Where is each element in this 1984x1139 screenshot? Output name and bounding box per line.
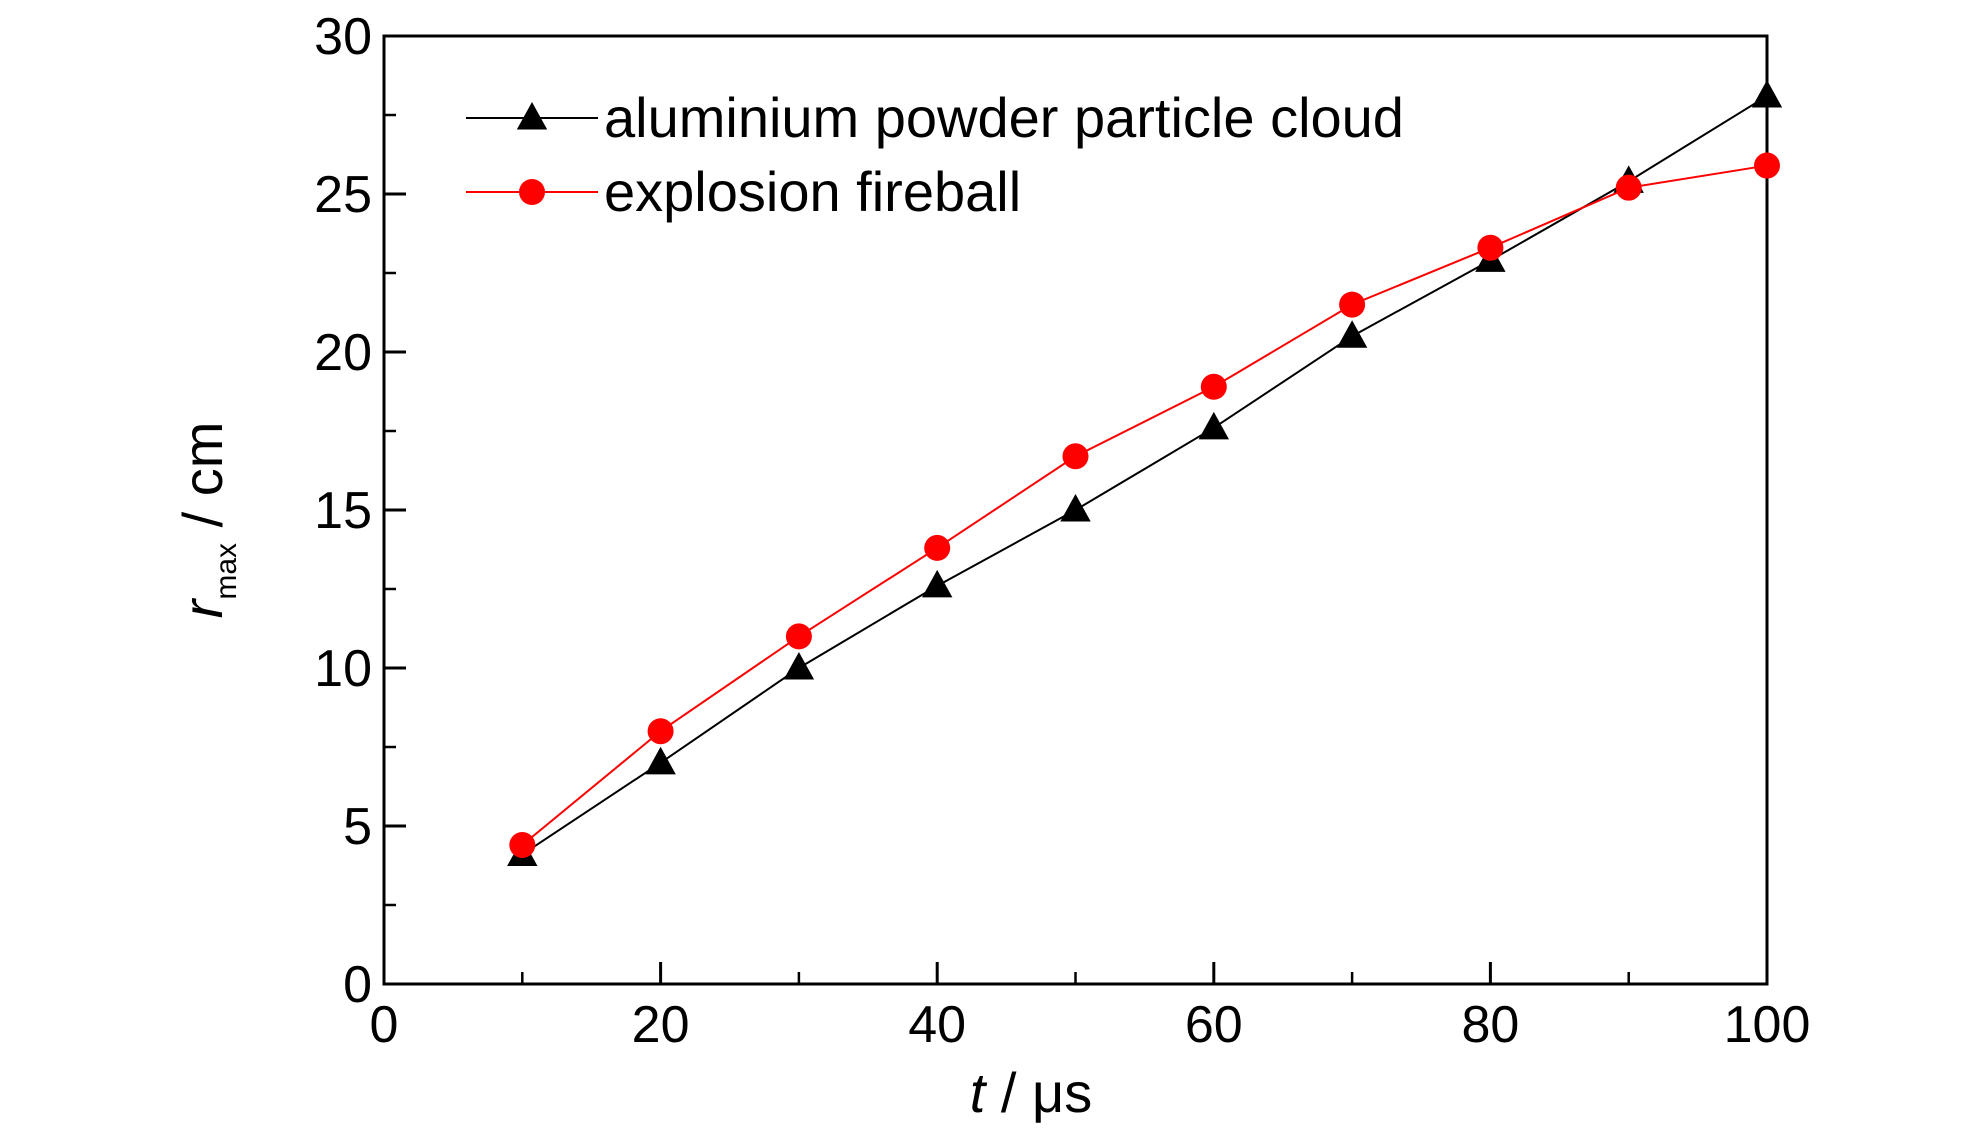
y-tick-labels: 0 5 10 15 20 25 30 xyxy=(314,8,372,1014)
data-point xyxy=(1062,443,1089,470)
x-tick-label: 20 xyxy=(632,996,690,1054)
y-tick-label: 0 xyxy=(343,956,372,1014)
plot-frame xyxy=(382,34,1769,986)
y-axis-variable: r xyxy=(171,597,234,618)
y-axis-unit: / cm xyxy=(171,422,234,543)
legend-entry-1: aluminium powder particle cloud xyxy=(466,86,1404,149)
data-point xyxy=(924,534,951,561)
data-point xyxy=(509,831,536,858)
series-line xyxy=(521,95,1768,856)
series-line xyxy=(521,164,1768,846)
legend: aluminium powder particle cloud explosion… xyxy=(466,86,1404,223)
x-tick-labels: 0 20 40 60 80 100 xyxy=(370,996,1811,1054)
series-2 xyxy=(509,152,1780,858)
data-point xyxy=(785,623,812,650)
x-tick-label: 0 xyxy=(370,996,399,1054)
data-point xyxy=(1200,373,1227,400)
data-point xyxy=(1751,80,1783,108)
y-tick-label: 25 xyxy=(314,166,372,224)
series-layer xyxy=(507,80,1783,866)
y-tick-label: 20 xyxy=(314,324,372,382)
y-axis-title: rmax / cm xyxy=(171,422,243,619)
legend-entry-2: explosion fireball xyxy=(466,160,1021,223)
data-point xyxy=(922,569,953,598)
data-point xyxy=(1060,494,1091,522)
legend-label: explosion fireball xyxy=(604,160,1021,223)
data-point xyxy=(645,746,676,775)
data-point xyxy=(783,652,815,680)
x-axis-variable: t xyxy=(970,1061,988,1124)
y-axis-subscript: max xyxy=(210,543,243,600)
y-tick-label: 10 xyxy=(314,640,372,698)
data-point xyxy=(1477,234,1504,261)
data-point xyxy=(1336,320,1368,348)
x-axis-unit: / μs xyxy=(985,1061,1092,1124)
x-tick-label: 100 xyxy=(1724,996,1811,1054)
legend-label: aluminium powder particle cloud xyxy=(604,86,1404,149)
data-point xyxy=(1754,152,1780,179)
y-tick-label: 15 xyxy=(314,482,372,540)
data-point xyxy=(1198,411,1229,440)
x-axis-title: t / μs xyxy=(970,1061,1093,1124)
data-point xyxy=(1339,291,1366,318)
y-tick-label: 30 xyxy=(314,8,372,66)
minor-ticks xyxy=(384,113,1630,984)
x-tick-label: 80 xyxy=(1461,996,1519,1054)
data-point xyxy=(647,718,674,745)
legend-marker xyxy=(519,179,545,205)
data-point xyxy=(1615,174,1642,201)
y-tick-label: 5 xyxy=(343,798,372,856)
x-tick-label: 40 xyxy=(908,996,966,1054)
x-tick-label: 60 xyxy=(1185,996,1243,1054)
legend-marker xyxy=(516,102,548,130)
